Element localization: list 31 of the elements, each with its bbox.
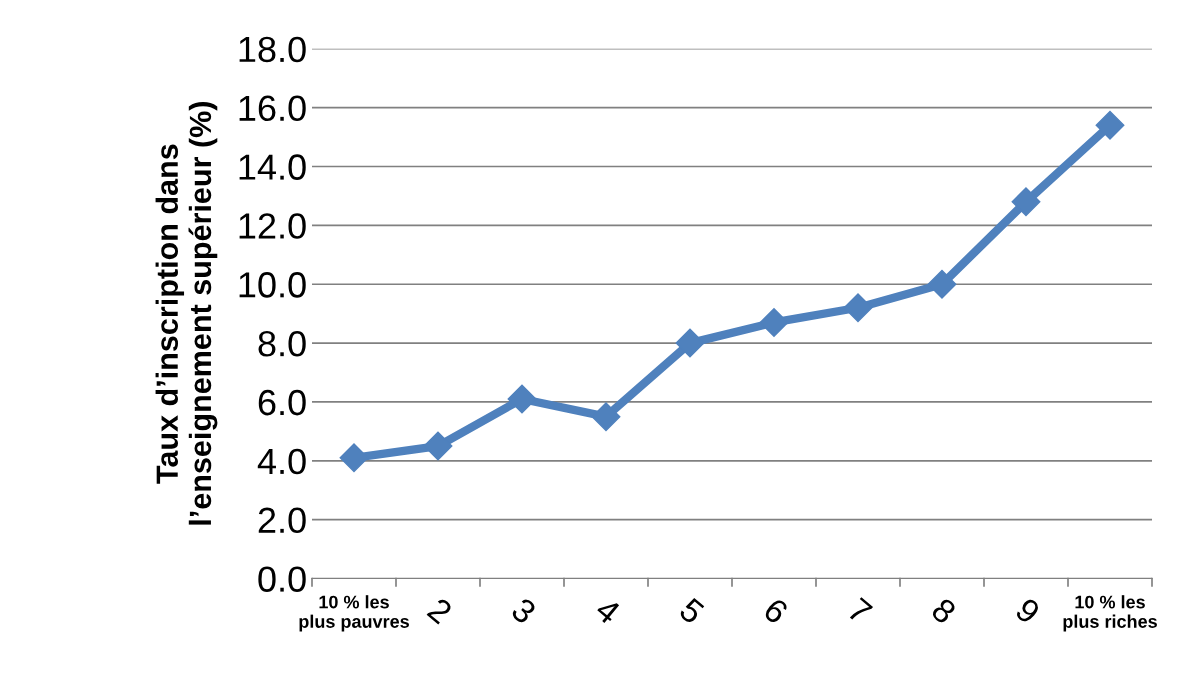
y-tick-label: 12.0 [239,213,306,239]
y-tick-label: 0.0 [258,566,306,592]
point [927,269,957,299]
x-tick-label: 4 [593,596,622,625]
x-tick-label: 9 [1014,596,1042,625]
x-tick-label: 2 [426,596,454,625]
x-tick-label: 7 [846,597,874,625]
y-axis-title: Taux d’inscription dans l’enseignement supérieur (%) [155,102,218,525]
point [1095,110,1125,140]
point [675,328,705,358]
point [507,384,537,414]
point [423,431,453,461]
point [591,402,621,432]
y-tick-label: 16.0 [239,95,306,122]
y-tick-label: 8.0 [258,330,306,357]
x-tick-label: 8 [930,596,958,625]
point [759,308,789,337]
y-tick-label: 14.0 [239,154,306,180]
point [339,443,369,473]
y-tick-label: 2.0 [258,507,306,534]
x-tick-label: 5 [678,596,706,625]
y-tick-label: 10.0 [239,272,306,298]
x-tick-label: 3 [510,596,538,625]
y-tick-label: 6.0 [258,389,306,416]
point [1011,187,1041,217]
x-tick-label: 10 % les plus riches [1063,595,1157,632]
x-tick-label: 10 % les plus pauvres [299,595,409,632]
y-tick-label: 4.0 [257,448,306,475]
x-tick-label: 6 [762,596,790,625]
point [843,293,873,323]
y-tick-label: 18.0 [239,36,306,63]
